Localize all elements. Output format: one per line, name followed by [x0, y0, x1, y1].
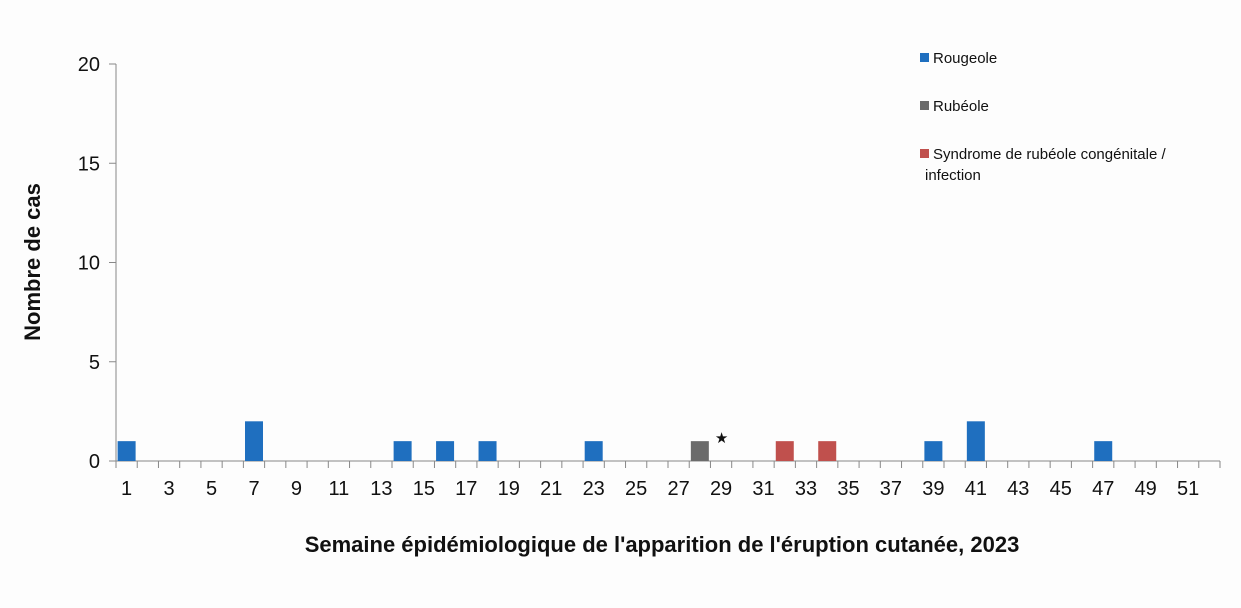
x-tick-label: 45 [1050, 478, 1072, 500]
x-tick-label: 49 [1135, 478, 1157, 500]
y-axis-title: Nombre de cas [20, 183, 45, 341]
bar-series-2-week-34 [818, 441, 837, 461]
annotation-star: ★ [715, 429, 728, 447]
legend-label-0: Rougeole [933, 50, 997, 67]
bar-series-0-week-14 [393, 441, 412, 461]
x-tick-label: 25 [625, 478, 647, 500]
x-tick-label: 27 [667, 478, 689, 500]
bar-series-0-week-23 [584, 441, 603, 461]
x-tick-label: 47 [1092, 478, 1114, 500]
y-tick-label: 10 [78, 253, 100, 275]
y-axis: 0 5 10 15 20 [78, 54, 117, 473]
legend-label-2: Syndrome de rubéole congénitale / [933, 146, 1166, 163]
x-tick-label: 15 [413, 478, 435, 500]
bar-series-0-week-16 [436, 441, 455, 461]
legend-swatch-0 [920, 53, 929, 62]
y-tick-label: 5 [89, 352, 100, 374]
y-tick-label: 15 [78, 153, 100, 175]
bar-series-0-week-18 [478, 441, 497, 461]
legend-swatch-2 [920, 149, 929, 158]
legend-label-2: infection [925, 167, 981, 184]
x-tick-label: 21 [540, 478, 562, 500]
x-tick-label: 35 [837, 478, 859, 500]
bar-series-0-week-47 [1094, 441, 1113, 461]
x-tick-label: 29 [710, 478, 732, 500]
bar-series-2-week-32 [775, 441, 794, 461]
bar-series-0-week-7 [245, 421, 263, 461]
bar-series-1-week-28 [690, 441, 709, 461]
x-axis: 1 3 5 7 9 11 13 15 17 19 21 23 25 27 29 31 33 35 37 39 41 43 4… [115, 460, 1221, 500]
x-tick-label: 41 [965, 478, 987, 500]
x-tick-label: 39 [922, 478, 944, 500]
x-tick-label: 1 [121, 478, 132, 500]
x-tick-label: 17 [455, 478, 477, 500]
bar-series-0-week-39 [924, 441, 943, 461]
annotations: ★ [715, 429, 728, 447]
x-tick-label: 19 [498, 478, 520, 500]
legend-swatch-1 [920, 101, 929, 110]
bar-series-0-week-41 [966, 421, 985, 461]
x-tick-label: 43 [1007, 478, 1029, 500]
x-tick-label: 13 [370, 478, 392, 500]
x-tick-label: 3 [164, 478, 175, 500]
x-tick-label: 23 [583, 478, 605, 500]
legend: Rougeole Rubéole Syndrome de rubéole congé… [920, 50, 1166, 184]
bars [117, 421, 1113, 461]
x-tick-label: 7 [248, 478, 259, 500]
legend-label-1: Rubéole [933, 98, 989, 115]
x-tick-label: 11 [329, 478, 350, 500]
x-tick-label: 33 [795, 478, 817, 500]
x-tick-label: 5 [206, 478, 217, 500]
y-tick-label: 20 [78, 54, 100, 76]
x-tick-label: 37 [880, 478, 902, 500]
x-tick-label: 51 [1177, 478, 1199, 500]
bar-series-0-week-1 [117, 441, 136, 461]
x-axis-title: Semaine épidémiologique de l'apparition … [305, 532, 1020, 557]
x-tick-label: 9 [291, 478, 302, 500]
x-tick-label: 31 [752, 478, 774, 500]
y-tick-label: 0 [89, 451, 100, 473]
